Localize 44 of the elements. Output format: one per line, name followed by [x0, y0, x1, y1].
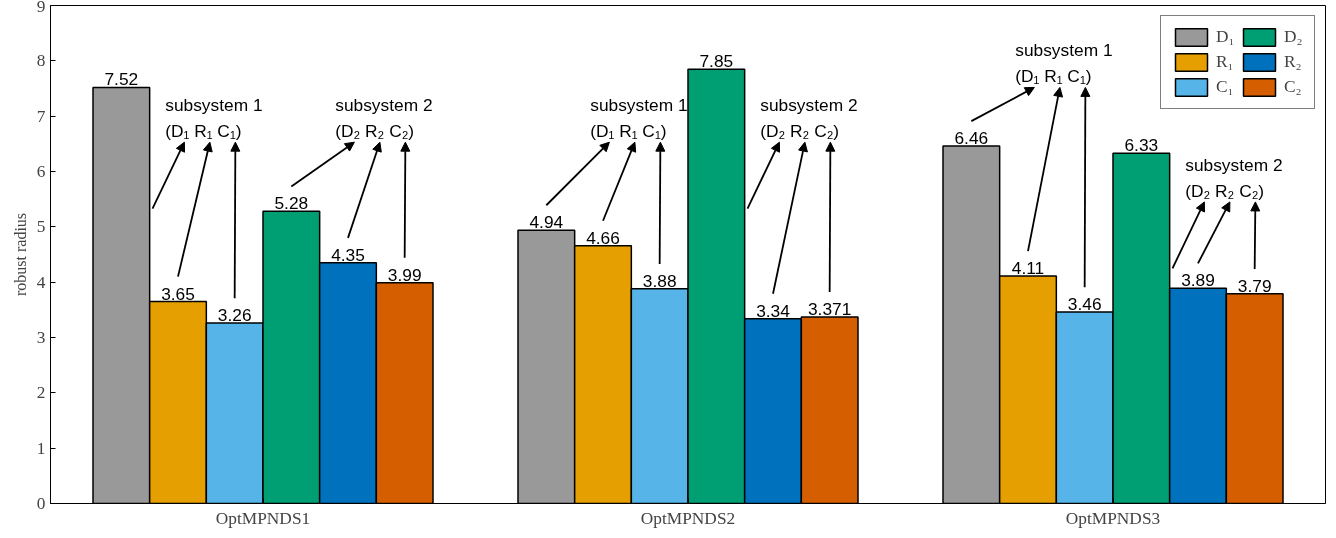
annotation: subsystem 1 (D₁ R₁ C₁): [590, 95, 688, 142]
legend-label: C₂: [1284, 77, 1303, 97]
text: 3.26: [217, 305, 252, 326]
x-tick-label: OptMPNDS2: [640, 508, 736, 528]
text: 6.46: [954, 128, 989, 149]
y-tick-label: 7: [36, 106, 46, 126]
annotation: subsystem 1 (D₁ R₁ C₁): [165, 95, 263, 142]
x-tick-label: OptMPNDS1: [215, 508, 311, 528]
text: 4.11: [1011, 258, 1045, 279]
text: 4.66: [586, 227, 620, 248]
text: 4.94: [529, 212, 564, 233]
y-tick-label: 1: [36, 438, 46, 458]
y-tick-label: 4: [36, 272, 46, 292]
text: 7.85: [699, 51, 734, 72]
text: 5.28: [274, 193, 309, 214]
y-tick-label: 8: [36, 51, 46, 71]
y-tick-label: 6: [36, 162, 46, 181]
annotation: subsystem 2 (D₂ R₂ C₂): [335, 95, 433, 142]
y-tick-label: 2: [36, 383, 46, 403]
legend-label: D₂: [1284, 27, 1304, 47]
annotation: subsystem 2 (D₂ R₂ C₂): [1185, 154, 1283, 201]
y-tick-label: 9: [36, 0, 46, 16]
text: 3.89: [1181, 270, 1215, 291]
text: 3.371: [807, 298, 852, 319]
text: 3.34: [756, 300, 790, 321]
y-tick-label: 0: [36, 494, 46, 513]
text: 3.46: [1067, 294, 1102, 315]
annotation: subsystem 1 (D₁ R₁ C₁): [1015, 40, 1113, 87]
text: 4.35: [331, 244, 365, 265]
annotation: subsystem 2 (D₂ R₂ C₂): [760, 95, 858, 142]
x-tick-label: OptMPNDS3: [1065, 508, 1161, 528]
y-axis-title: robust radius: [11, 212, 29, 297]
y-tick-label: 3: [36, 328, 46, 347]
legend-label: C₁: [1216, 77, 1235, 97]
text: 7.52: [104, 69, 139, 90]
text: 3.79: [1237, 275, 1272, 296]
text: 3.88: [642, 270, 677, 291]
text: 6.33: [1124, 135, 1159, 156]
y-tick-label: 5: [36, 217, 46, 237]
legend-label: R₁: [1216, 52, 1235, 72]
text: 3.99: [387, 264, 422, 285]
text: 3.65: [161, 283, 195, 304]
legend-label: R₂: [1284, 52, 1303, 72]
legend-label: D₁: [1216, 27, 1236, 47]
